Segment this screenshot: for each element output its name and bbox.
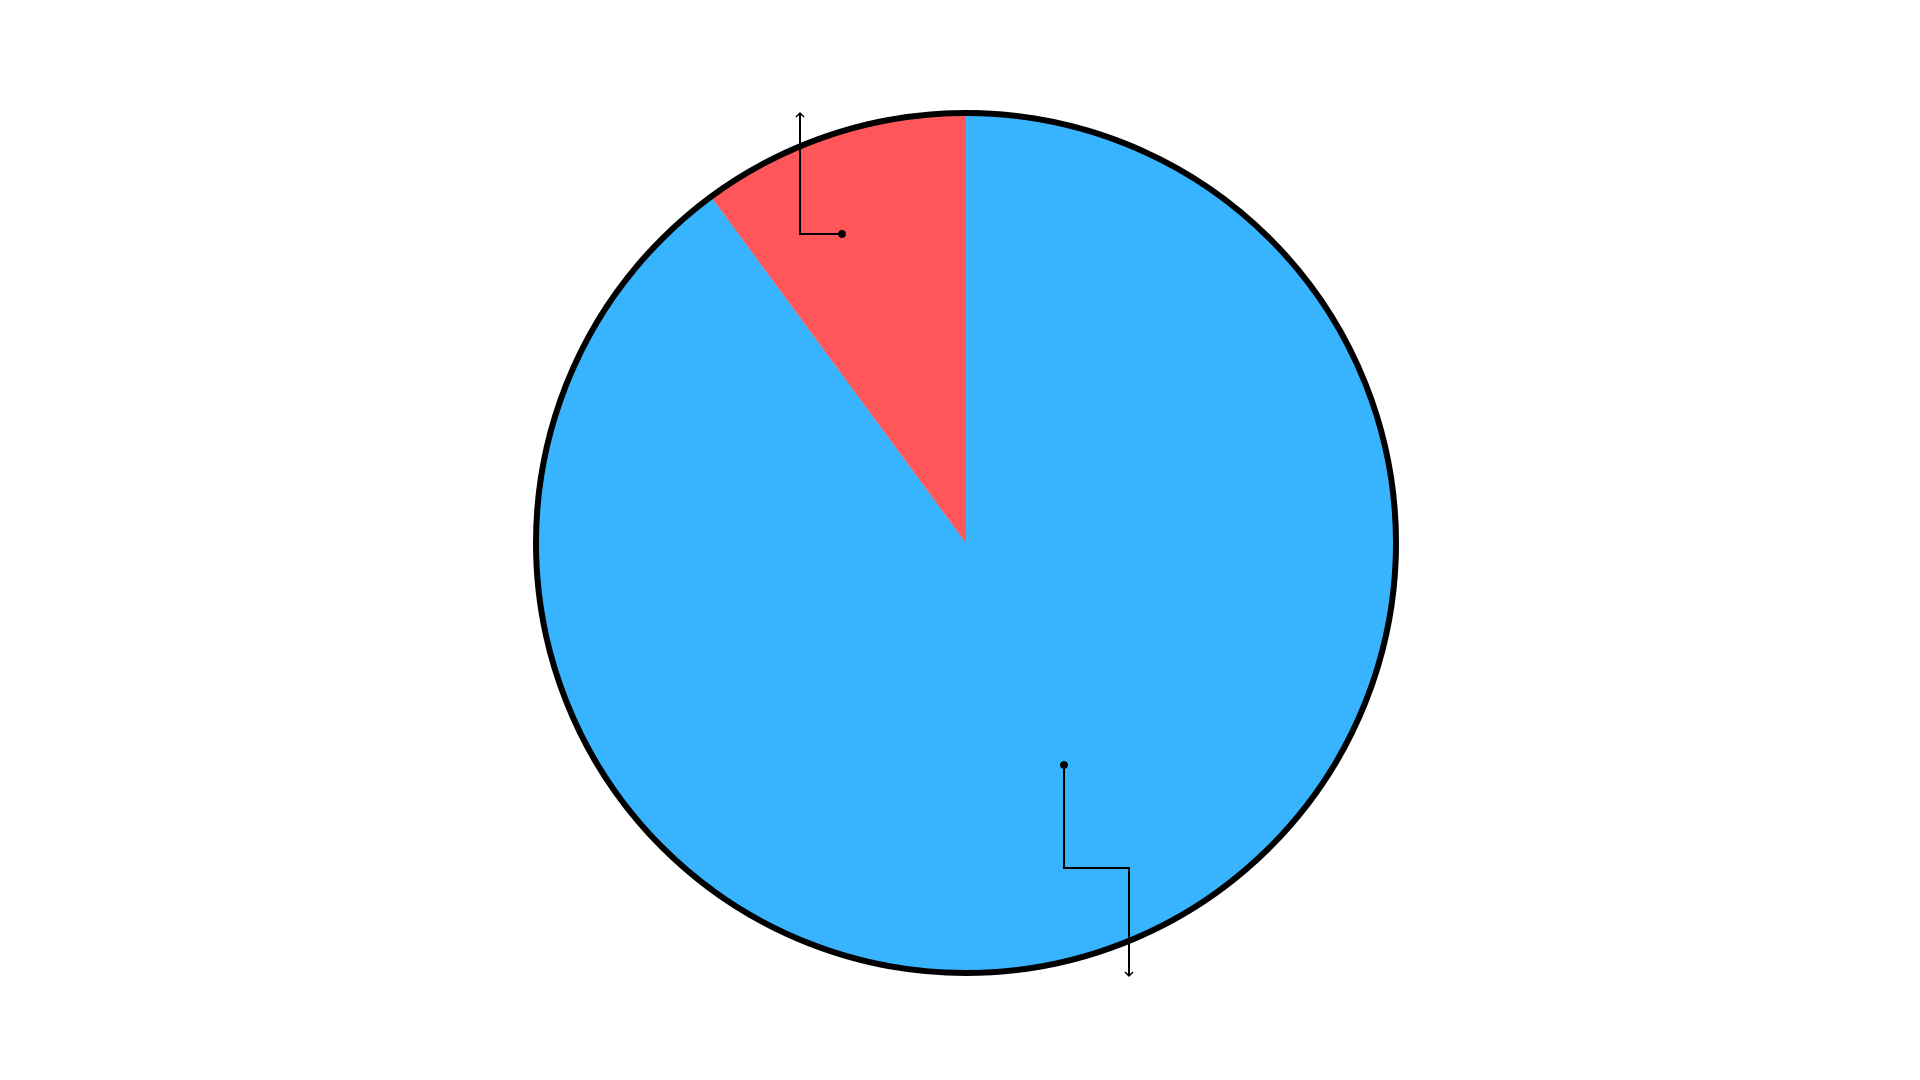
slices-layer <box>535 113 1396 973</box>
pie-outline <box>533 110 1399 976</box>
leader-lines-layer <box>795 111 1134 978</box>
leader-anchor-dot-slice-1 <box>1060 761 1068 769</box>
leader-line-slice-1 <box>1063 765 1134 978</box>
leader-line-slice-2 <box>795 111 842 235</box>
leader-anchor-dot-slice-2 <box>838 230 846 238</box>
pie-slice-2 <box>711 113 966 543</box>
